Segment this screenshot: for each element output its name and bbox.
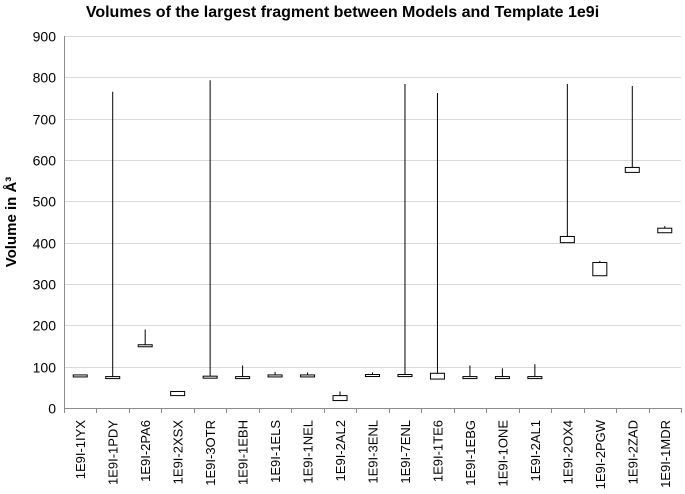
box bbox=[72, 374, 88, 378]
x-tick-label: 1E9I-3ENL bbox=[366, 420, 381, 484]
box bbox=[365, 374, 380, 378]
box bbox=[657, 227, 673, 234]
x-tick-label: 1E9I-1TE6 bbox=[430, 420, 445, 482]
y-tick-label: 300 bbox=[33, 277, 57, 293]
box bbox=[267, 374, 283, 378]
x-tick-labels: 1E9I-1IYX 1E9I-1PDY 1E9I-2PA6 1E9I-2XSX 1E9I… bbox=[73, 419, 673, 489]
boxes bbox=[72, 80, 673, 402]
box bbox=[462, 376, 478, 380]
x-tick-label: 1E9I-1ELS bbox=[268, 420, 283, 483]
x-tick-label: 1E9I-1EBG bbox=[463, 420, 478, 486]
y-tick-labels: 0 100 200 300 400 500 600 700 800 900 bbox=[33, 29, 57, 417]
y-axis-label: Volume in Å³ bbox=[3, 177, 20, 268]
box bbox=[624, 166, 640, 173]
box bbox=[559, 235, 575, 244]
box bbox=[170, 390, 186, 397]
axes bbox=[64, 36, 682, 413]
gridlines bbox=[64, 36, 681, 368]
x-tick-label: 1E9I-1NEL bbox=[301, 420, 316, 484]
box bbox=[592, 262, 608, 277]
box bbox=[527, 376, 543, 380]
x-tick-label: 1E9I-2PGW bbox=[593, 419, 608, 489]
y-tick-label: 600 bbox=[33, 153, 57, 169]
x-tick-label: 1E9I-1PDY bbox=[106, 420, 121, 485]
y-tick-label: 200 bbox=[33, 318, 57, 334]
x-tick-label: 1E9I-2ZAD bbox=[625, 420, 640, 484]
chart-title: Volumes of the largest fragment between … bbox=[85, 4, 600, 21]
box bbox=[137, 344, 153, 348]
x-tick-label: 1E9I-2AL2 bbox=[333, 420, 348, 481]
y-tick-label: 100 bbox=[33, 360, 57, 376]
x-tick-label: 1E9I-1IYX bbox=[73, 420, 88, 480]
x-tick-label: 1E9I-1EBH bbox=[236, 420, 251, 485]
y-tick-label: 700 bbox=[33, 112, 57, 128]
box bbox=[494, 376, 510, 380]
x-tick-label: 1E9I-1MDR bbox=[658, 420, 673, 488]
box bbox=[105, 376, 121, 380]
y-tick-label: 0 bbox=[48, 401, 56, 417]
x-tick-label: 1E9I-1ONE bbox=[495, 420, 510, 487]
x-tick-label: 1E9I-2XSX bbox=[171, 420, 186, 485]
x-tick-label: 1E9I-2PA6 bbox=[138, 420, 153, 482]
box bbox=[429, 372, 445, 380]
y-tick-label: 800 bbox=[33, 70, 57, 86]
box bbox=[235, 376, 251, 380]
y-tick-label: 500 bbox=[33, 194, 57, 210]
box bbox=[332, 395, 348, 402]
x-tick-label: 1E9I-2OX4 bbox=[560, 420, 575, 484]
box bbox=[397, 374, 413, 378]
x-tick-label: 1E9I-3OTR bbox=[203, 420, 218, 486]
box bbox=[202, 375, 218, 379]
y-tick-label: 900 bbox=[33, 29, 57, 45]
y-tick-label: 400 bbox=[33, 236, 57, 252]
x-tick-label: 1E9I-2AL1 bbox=[528, 420, 543, 481]
box bbox=[300, 374, 316, 378]
x-tick-label: 1E9I-7ENL bbox=[398, 420, 413, 484]
